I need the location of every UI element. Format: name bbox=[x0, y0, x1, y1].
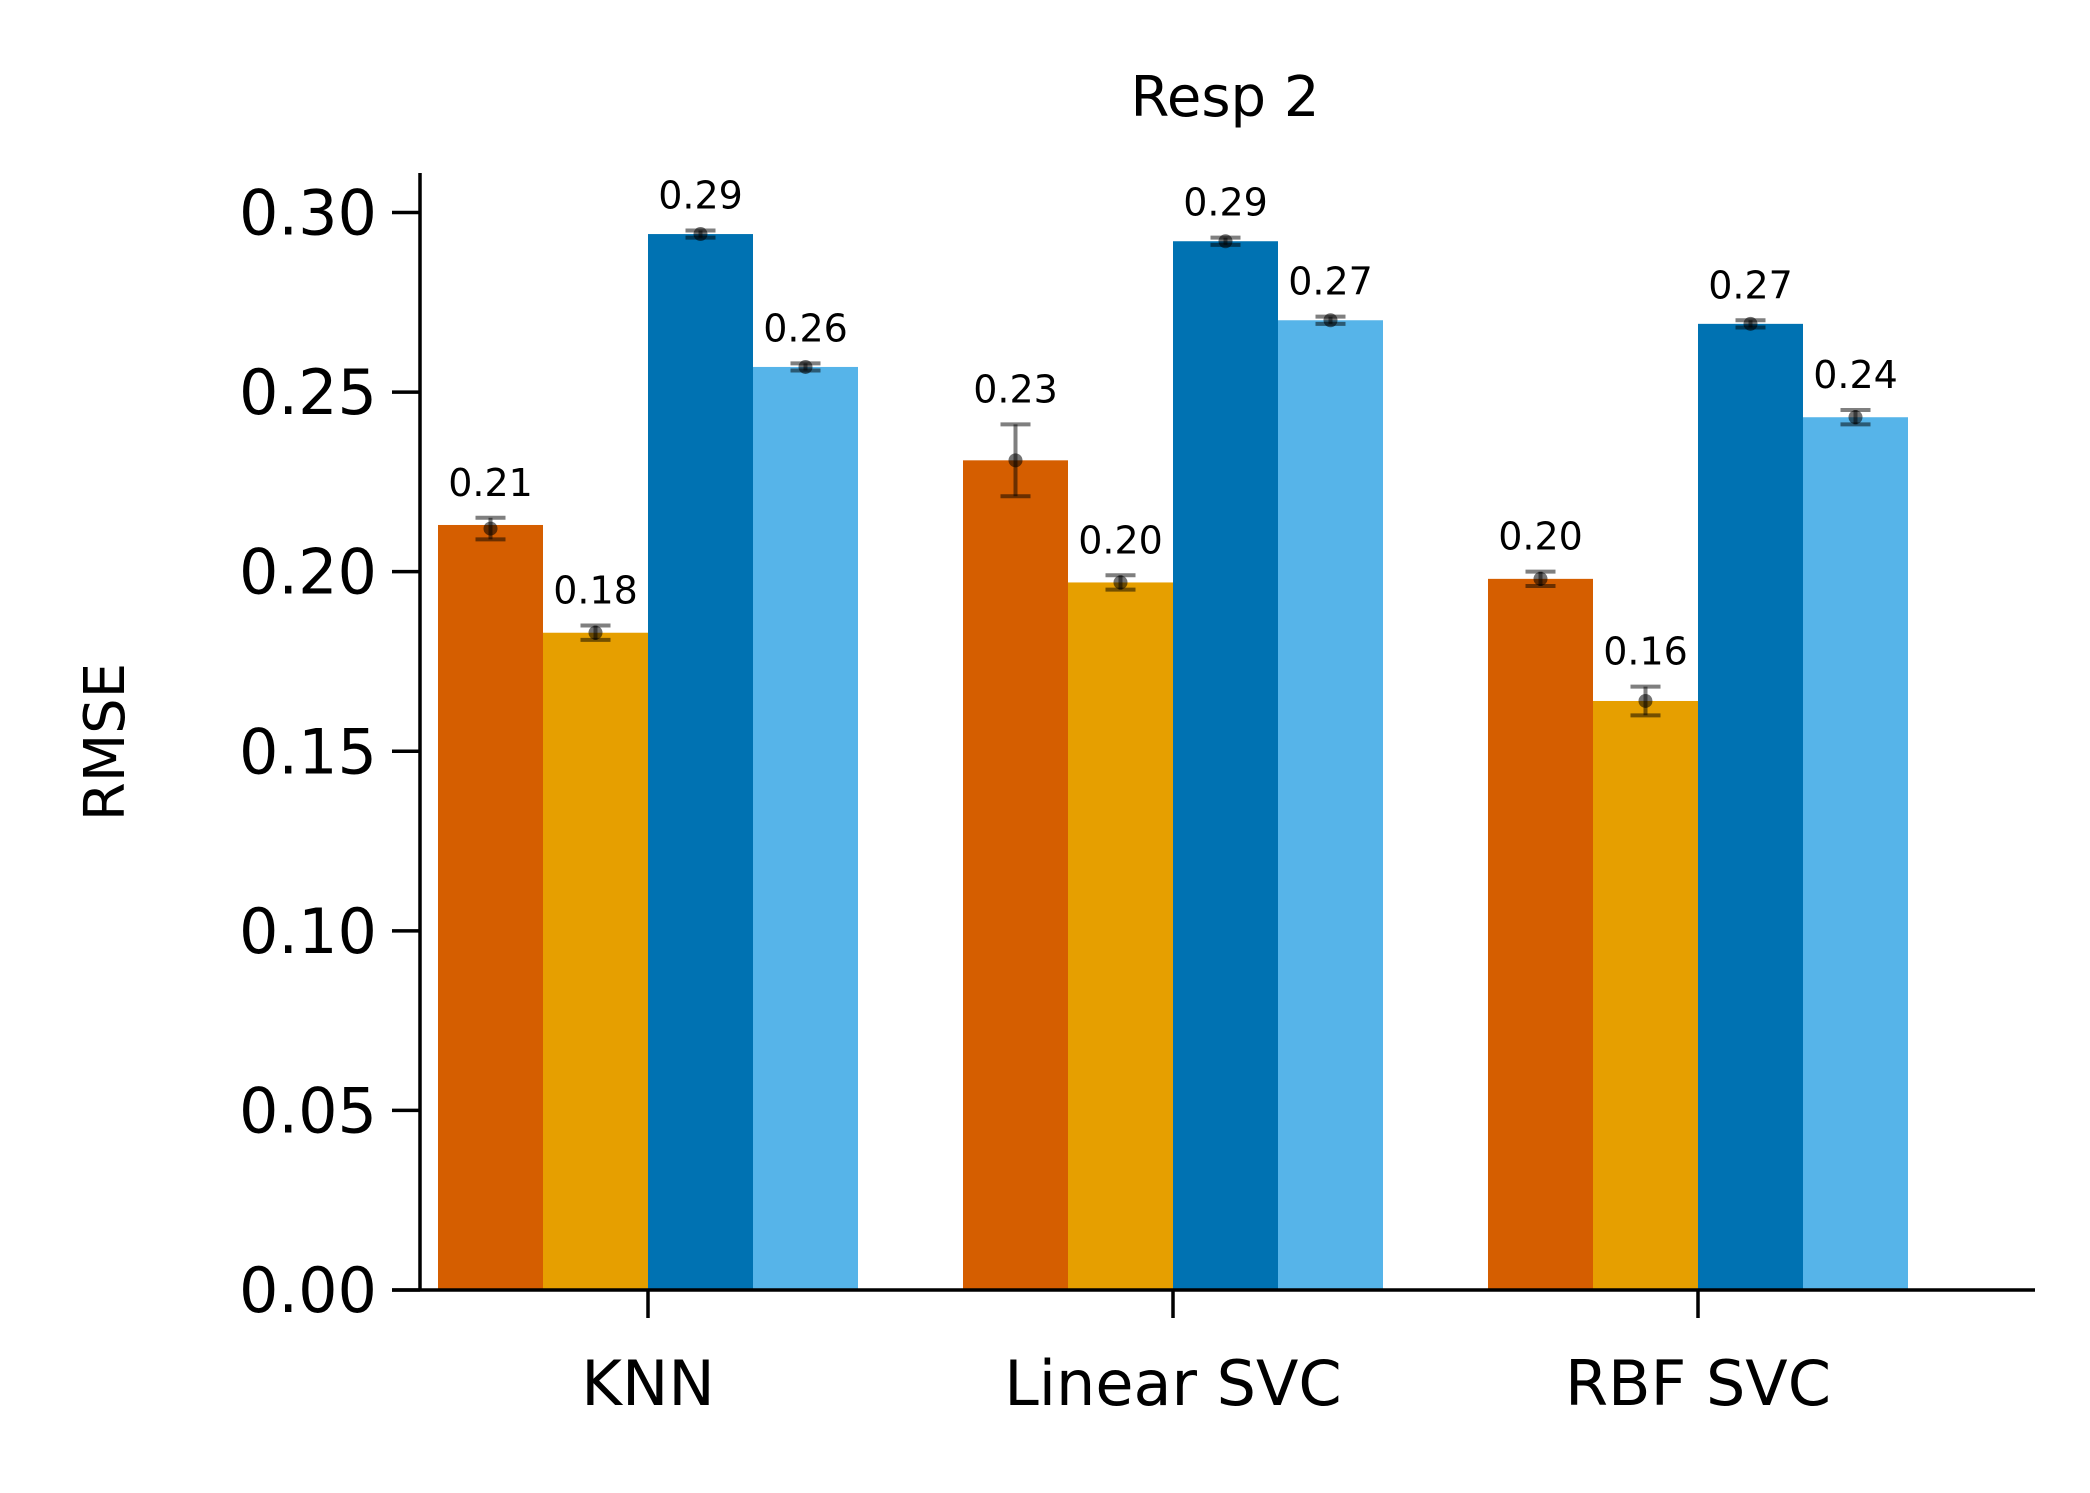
bar-value-label: 0.18 bbox=[553, 569, 638, 613]
mean-point bbox=[1533, 571, 1548, 586]
bar-knn-series-4 bbox=[753, 366, 858, 1290]
mean-point bbox=[1008, 453, 1023, 468]
y-tick-label: 0.10 bbox=[239, 895, 377, 968]
mean-point bbox=[798, 359, 813, 374]
mean-point bbox=[483, 521, 498, 536]
bar-knn-series-1 bbox=[438, 524, 543, 1290]
mean-point bbox=[1743, 316, 1758, 331]
bar-value-label: 0.26 bbox=[763, 306, 848, 350]
bar-rbf-svc-series-4 bbox=[1803, 417, 1908, 1290]
mean-point bbox=[1218, 234, 1233, 249]
bar-linear-svc-series-1 bbox=[963, 460, 1068, 1290]
mean-point bbox=[588, 625, 603, 640]
bar-value-label: 0.20 bbox=[1078, 518, 1163, 562]
bar-linear-svc-series-2 bbox=[1068, 582, 1173, 1290]
bar-value-label: 0.29 bbox=[658, 173, 743, 217]
bar-value-label: 0.23 bbox=[973, 367, 1058, 411]
axes-layer: 0.00 0.05 0.10 0.15 0.20 0.25 0.30 KNN Linear SV… bbox=[239, 173, 2035, 1420]
y-axis-label: RMSE bbox=[73, 663, 138, 821]
bar-value-label: 0.27 bbox=[1288, 260, 1373, 304]
chart-title: Resp 2 bbox=[1131, 65, 1320, 130]
bar-value-label: 0.16 bbox=[1603, 630, 1688, 674]
bar-value-label: 0.27 bbox=[1708, 263, 1793, 307]
bar-value-label: 0.20 bbox=[1498, 515, 1583, 559]
mean-point bbox=[1848, 410, 1863, 425]
bar-linear-svc-series-3 bbox=[1173, 241, 1278, 1290]
y-tick-label: 0.30 bbox=[239, 177, 377, 250]
mean-point bbox=[1113, 575, 1128, 590]
bar-rbf-svc-series-1 bbox=[1488, 578, 1593, 1290]
mean-point bbox=[1638, 693, 1653, 708]
bar-labels-layer: 0.21 0.18 0.29 0.26 0.23 0.20 0.29 0.27 0.20 0.16… bbox=[448, 173, 1898, 673]
bar-value-label: 0.29 bbox=[1183, 181, 1268, 225]
y-tick-label: 0.25 bbox=[239, 356, 377, 429]
y-tick-label: 0.00 bbox=[239, 1254, 377, 1327]
mean-point bbox=[693, 227, 708, 242]
bars-layer bbox=[438, 234, 1908, 1291]
bar-value-label: 0.21 bbox=[448, 461, 533, 505]
bar-knn-series-2 bbox=[543, 632, 648, 1290]
bar-linear-svc-series-4 bbox=[1278, 320, 1383, 1291]
bar-rbf-svc-series-2 bbox=[1593, 700, 1698, 1290]
y-tick-label: 0.15 bbox=[239, 715, 377, 788]
y-tick-label: 0.20 bbox=[239, 536, 377, 609]
y-tick-label: 0.05 bbox=[239, 1074, 377, 1147]
mean-point bbox=[1323, 313, 1338, 328]
x-tick-label: KNN bbox=[581, 1347, 714, 1420]
bar-knn-series-3 bbox=[648, 234, 753, 1291]
bar-rbf-svc-series-3 bbox=[1698, 323, 1803, 1290]
x-tick-label: RBF SVC bbox=[1565, 1347, 1831, 1420]
error-bars-layer bbox=[475, 227, 1871, 718]
bar-value-label: 0.24 bbox=[1813, 353, 1898, 397]
x-tick-label: Linear SVC bbox=[1004, 1347, 1341, 1420]
